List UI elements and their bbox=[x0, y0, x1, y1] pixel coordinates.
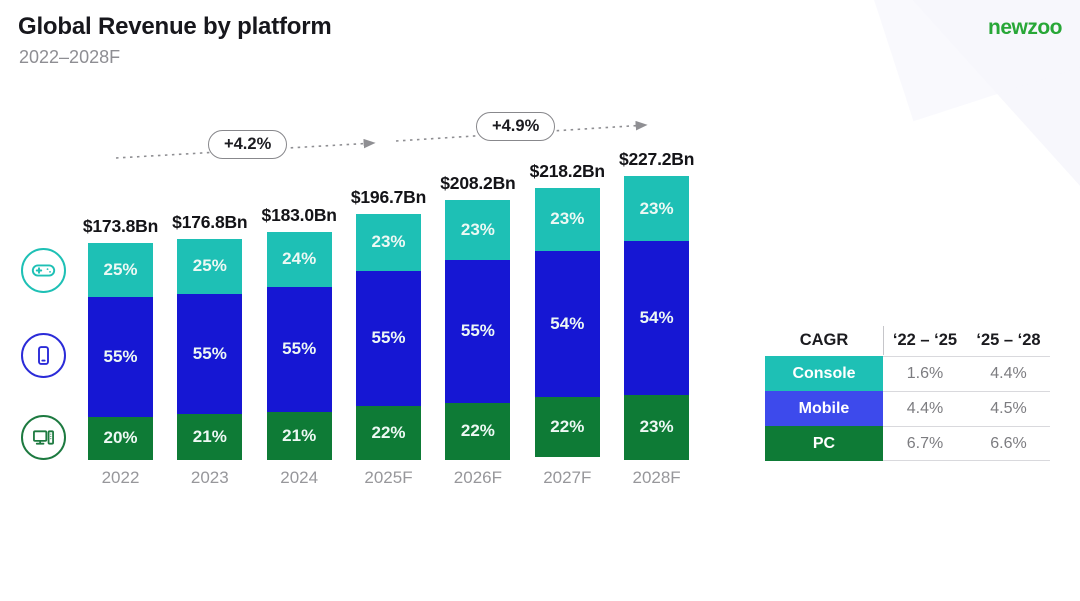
platform-label: PC bbox=[765, 426, 883, 461]
x-axis-label: 2028F bbox=[632, 468, 681, 487]
table-header-divider bbox=[883, 326, 884, 355]
page-subtitle: 2022–2028F bbox=[19, 47, 121, 67]
bar-segment-mobile: 55% bbox=[266, 286, 332, 413]
segment-percent-label: 55% bbox=[371, 328, 406, 348]
bar-segment-console: 23% bbox=[534, 188, 600, 251]
segment-percent-label: 20% bbox=[103, 428, 138, 448]
bar-segment-pc: 20% bbox=[88, 416, 153, 460]
cagr-value: 4.4% bbox=[967, 356, 1050, 391]
bar-total-label: $227.2Bn bbox=[618, 149, 695, 169]
bar-segment-console: 25% bbox=[88, 243, 153, 298]
platform-label: Console bbox=[765, 356, 883, 391]
platform-label: Mobile bbox=[765, 391, 883, 426]
cagr-table-header-cell: ‘25 – ‘28 bbox=[976, 331, 1041, 349]
cagr-table-row-pc: PC 6.7% 6.6% bbox=[765, 426, 1050, 461]
bar-total-label: $218.2Bn bbox=[529, 161, 605, 181]
newzoo-logo: newzoo bbox=[988, 16, 1063, 39]
cagr-table-header: CAGR ‘22 – ‘25 ‘25 – ‘28 bbox=[765, 325, 1050, 356]
bar-segment-console: 23% bbox=[624, 176, 690, 242]
bar-total-label: $173.8Bn bbox=[82, 216, 159, 236]
bar-segment-console: 24% bbox=[266, 232, 332, 287]
cagr-table-header-cell: CAGR bbox=[799, 331, 849, 349]
x-axis-label: 2023 bbox=[190, 468, 229, 487]
bar-2022: 25% 55% 20% bbox=[88, 243, 153, 460]
bar-2027F: 23% 54% 22% bbox=[534, 188, 600, 460]
cagr-table-body: Console 1.6% 4.4% Mobile 4.4% 4.5% PC 6.7% 6.6% bbox=[765, 356, 1050, 461]
bar-segment-mobile: 55% bbox=[88, 297, 153, 417]
cagr-value: 6.7% bbox=[883, 426, 967, 461]
console-gamepad-icon bbox=[21, 248, 66, 293]
segment-percent-label: 23% bbox=[639, 198, 674, 218]
cagr-value: 1.6% bbox=[883, 356, 967, 391]
segment-percent-label: 54% bbox=[550, 313, 585, 333]
cagr-annotation-2025-2028: +4.9% bbox=[476, 112, 556, 141]
segment-percent-label: 23% bbox=[460, 219, 495, 239]
bar-total-label: $196.7Bn bbox=[350, 187, 427, 207]
segment-percent-label: 25% bbox=[103, 260, 138, 280]
bar-segment-mobile: 55% bbox=[445, 259, 511, 403]
segment-percent-label: 23% bbox=[550, 209, 585, 229]
bar-2025F: 23% 55% 22% bbox=[356, 214, 421, 460]
bar-total-label: $183.0Bn bbox=[261, 205, 337, 225]
bar-2028F: 23% 54% 23% bbox=[624, 176, 690, 460]
cagr-table-header-cell: ‘22 – ‘25 bbox=[892, 331, 958, 349]
x-axis-label: 2027F bbox=[543, 468, 592, 487]
x-axis-label: 2025F bbox=[364, 468, 413, 487]
segment-percent-label: 23% bbox=[639, 417, 674, 437]
bar-segment-mobile: 55% bbox=[177, 293, 243, 415]
segment-percent-label: 24% bbox=[282, 249, 317, 269]
bar-segment-mobile: 55% bbox=[356, 270, 421, 406]
bar-total-label: $208.2Bn bbox=[440, 173, 516, 193]
cagr-value: 4.4% bbox=[883, 391, 967, 426]
bar-segment-pc: 22% bbox=[534, 397, 600, 458]
segment-percent-label: 22% bbox=[550, 417, 585, 437]
bar-segment-console: 23% bbox=[356, 214, 421, 271]
bar-segment-pc: 21% bbox=[266, 412, 332, 460]
x-axis-label: 2026F bbox=[453, 468, 502, 487]
bar-segment-pc: 23% bbox=[624, 394, 690, 460]
segment-percent-label: 21% bbox=[192, 427, 227, 447]
segment-percent-label: 21% bbox=[282, 426, 317, 446]
bar-segment-mobile: 54% bbox=[624, 241, 690, 395]
segment-percent-label: 55% bbox=[282, 339, 317, 359]
pc-desktop-icon bbox=[21, 415, 66, 460]
cagr-table-row-mobile: Mobile 4.4% 4.5% bbox=[765, 391, 1050, 426]
bar-2026F: 23% 55% 22% bbox=[445, 200, 511, 460]
cagr-table: CAGR ‘22 – ‘25 ‘25 – ‘28 Console 1.6% 4.4%… bbox=[765, 325, 1050, 461]
cagr-annotation-2022-2025: +4.2% bbox=[208, 130, 288, 159]
segment-percent-label: 55% bbox=[460, 321, 495, 341]
mobile-phone-icon bbox=[21, 333, 66, 378]
cagr-value: 6.6% bbox=[967, 426, 1050, 461]
bar-segment-pc: 22% bbox=[356, 405, 421, 460]
bar-segment-mobile: 54% bbox=[534, 250, 600, 398]
x-axis-label: 2024 bbox=[280, 468, 319, 487]
cagr-value: 4.5% bbox=[967, 391, 1050, 426]
bar-segment-pc: 22% bbox=[445, 402, 511, 460]
bar-segment-pc: 21% bbox=[177, 414, 243, 460]
segment-percent-label: 55% bbox=[192, 343, 227, 363]
x-axis-label: 2022 bbox=[101, 468, 140, 487]
segment-percent-label: 25% bbox=[192, 256, 227, 276]
cagr-table-row-console: Console 1.6% 4.4% bbox=[765, 356, 1050, 391]
segment-percent-label: 22% bbox=[371, 422, 406, 442]
segment-percent-label: 54% bbox=[639, 307, 674, 327]
segment-percent-label: 23% bbox=[371, 232, 406, 252]
segment-percent-label: 22% bbox=[460, 421, 495, 441]
bar-segment-console: 25% bbox=[177, 239, 243, 294]
bar-2024: 24% 55% 21% bbox=[266, 232, 332, 460]
bar-segment-console: 23% bbox=[445, 200, 511, 260]
bar-2023: 25% 55% 21% bbox=[177, 239, 243, 460]
page-title: Global Revenue by platform bbox=[18, 13, 332, 40]
segment-percent-label: 55% bbox=[103, 346, 138, 366]
bar-total-label: $176.8Bn bbox=[172, 212, 248, 232]
